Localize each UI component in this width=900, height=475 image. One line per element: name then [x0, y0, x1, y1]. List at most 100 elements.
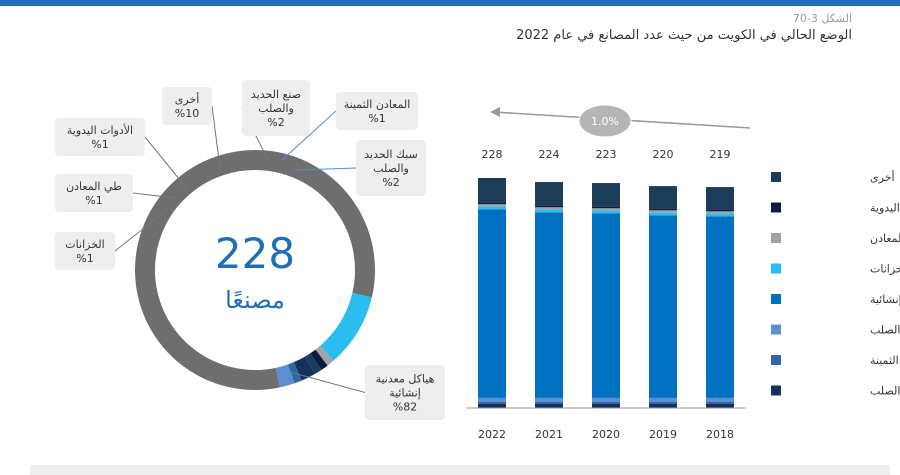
legend-swatch-metal_folding — [771, 233, 781, 243]
leader-line-metal_folding — [132, 192, 177, 199]
donut-slice-structures — [135, 150, 375, 390]
x-tick-label-2019: 2019 — [649, 428, 677, 441]
bar-segment-other-2020 — [592, 183, 620, 207]
callout-pct-iron_making: %2 — [267, 116, 284, 129]
bar-segment-tanks-2020 — [592, 210, 620, 214]
donut-slice-metal_folding — [315, 345, 334, 366]
bar-segment-tanks-2018 — [706, 213, 734, 217]
legend-swatch-iron_casting — [771, 324, 781, 335]
leader-line-precious — [281, 110, 337, 161]
legend-label-iron_making: صنع الحديد والصلب — [870, 385, 900, 398]
bar-segment-other-2021 — [535, 182, 563, 206]
growth-badge-label: 1.0% — [591, 115, 619, 128]
x-tick-label-2022: 2022 — [478, 428, 506, 441]
bar-segment-metal_folding-2021 — [535, 207, 563, 210]
bar-segment-other-2018 — [706, 187, 734, 210]
bar-segment-iron_casting-2021 — [535, 397, 563, 402]
legend-label-other: أخرى — [870, 170, 895, 184]
callout-box-hand_tools — [55, 118, 145, 156]
legend-swatch-precious — [771, 355, 781, 365]
legend-swatch-iron_making — [771, 385, 781, 396]
bar-segment-tanks-2022 — [478, 206, 506, 210]
leader-line-structures — [289, 371, 366, 393]
legend-label-precious: المعادن الثمينة — [870, 354, 900, 367]
leader-line-hand_tools — [144, 136, 189, 191]
bar-segment-hand_tools-2019 — [649, 208, 677, 211]
bar-total-label-2022: 228 — [482, 148, 503, 161]
bar-segment-precious-2021 — [535, 401, 563, 404]
callout-label-hand_tools: الأدوات اليدوية — [67, 123, 133, 137]
bar-segment-metal_folding-2020 — [592, 208, 620, 211]
callout-box-structures — [365, 365, 445, 420]
legend-swatch-other — [771, 172, 781, 182]
callout-box-precious — [336, 92, 418, 130]
legend-label-tanks: الخزانات — [870, 263, 900, 276]
bar-segment-iron_casting-2022 — [478, 397, 506, 402]
callout-label-structures: هياكل معدنية — [376, 373, 435, 386]
bar-segment-metal_folding-2018 — [706, 211, 734, 214]
legend-label-hand_tools: الأدوات اليدوية — [870, 201, 900, 215]
callout-label-iron_casting-2: والصلب — [373, 162, 409, 175]
callout-label-metal_folding: طي المعادن — [66, 180, 122, 193]
bar-segment-other-2019 — [649, 186, 677, 209]
callout-label-structures-2: إنشائية — [389, 387, 421, 400]
callout-label-precious: المعادن الثمينة — [344, 98, 411, 111]
legend-swatch-tanks — [771, 263, 781, 274]
bar-segment-precious-2018 — [706, 401, 734, 404]
bar-segment-structures-2019 — [649, 215, 677, 398]
x-tick-label-2018: 2018 — [706, 428, 734, 441]
donut-center-label: مصنعًا — [225, 286, 285, 314]
callout-pct-iron_casting: %2 — [382, 176, 399, 189]
bar-segment-iron_making-2020 — [592, 403, 620, 408]
leader-line-tanks — [114, 209, 168, 252]
callout-box-tanks — [55, 232, 115, 270]
bar-segment-iron_casting-2020 — [592, 397, 620, 402]
callout-label-other: أخرى — [175, 92, 200, 106]
growth-arrow-head — [490, 107, 500, 117]
bar-segment-hand_tools-2018 — [706, 209, 734, 212]
x-tick-label-2020: 2020 — [592, 428, 620, 441]
callout-pct-precious: %1 — [368, 112, 385, 125]
callout-label-iron_making: صنع الحديد — [251, 88, 301, 101]
bar-segment-iron_making-2018 — [706, 403, 734, 408]
callout-box-other — [162, 87, 212, 125]
bar-segment-metal_folding-2022 — [478, 204, 506, 207]
bottom-divider — [30, 465, 890, 475]
bar-segment-structures-2022 — [478, 209, 506, 398]
growth-badge — [578, 104, 632, 138]
bar-segment-hand_tools-2021 — [535, 205, 563, 208]
legend-label-structures: هياكل معدنية إنشائية — [870, 293, 900, 306]
bar-total-label-2021: 224 — [539, 148, 560, 161]
callout-pct-other: %10 — [175, 107, 199, 120]
leader-line-other — [211, 105, 221, 169]
callout-pct-structures: %82 — [393, 401, 417, 414]
callout-label-iron_casting: سبك الحديد — [364, 148, 417, 161]
donut-slice-tanks — [320, 292, 372, 361]
callout-label-iron_making-2: والصلب — [258, 102, 294, 115]
bar-segment-metal_folding-2019 — [649, 210, 677, 213]
bar-segment-precious-2019 — [649, 401, 677, 404]
callout-label-tanks: الخزانات — [65, 238, 104, 251]
donut-slice-iron_casting — [275, 364, 295, 388]
callout-pct-tanks: %1 — [76, 252, 93, 265]
legend-label-iron_casting: سبك الحديد والصلب — [870, 324, 900, 337]
bar-total-label-2020: 223 — [596, 148, 617, 161]
bar-segment-hand_tools-2022 — [478, 202, 506, 205]
bar-segment-iron_casting-2018 — [706, 397, 734, 402]
leader-line-iron_casting — [295, 167, 357, 171]
donut-center-value: 228 — [215, 229, 295, 278]
donut-slice-other — [304, 353, 322, 374]
donut-slice-iron_making — [293, 356, 315, 381]
bar-segment-structures-2020 — [592, 213, 620, 398]
bar-segment-iron_making-2022 — [478, 403, 506, 408]
bar-segment-structures-2021 — [535, 212, 563, 398]
top-accent-bar — [0, 0, 900, 6]
legend-swatch-hand_tools — [771, 202, 781, 213]
bar-segment-structures-2018 — [706, 216, 734, 398]
bar-segment-precious-2022 — [478, 401, 506, 404]
callout-box-iron_making — [242, 80, 310, 136]
callout-pct-metal_folding: %1 — [85, 194, 102, 207]
bar-total-label-2018: 219 — [710, 148, 731, 161]
bar-segment-precious-2020 — [592, 401, 620, 404]
